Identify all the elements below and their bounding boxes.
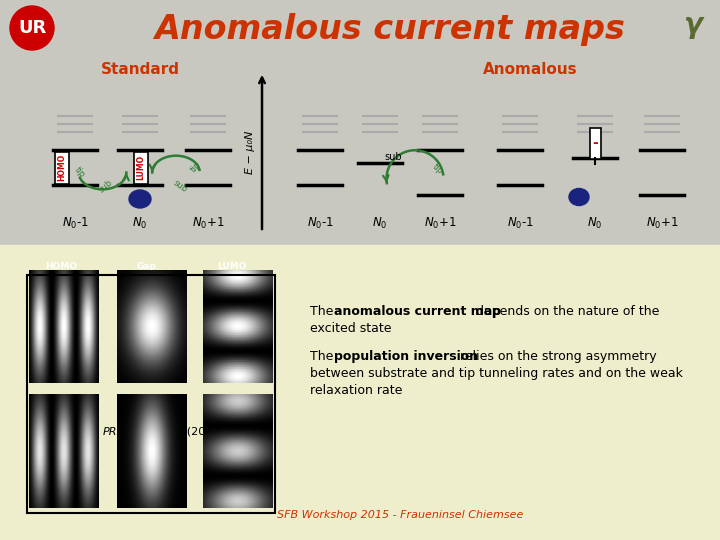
FancyBboxPatch shape — [590, 127, 600, 159]
Text: -: - — [592, 136, 598, 150]
Text: $N_0$: $N_0$ — [372, 215, 387, 231]
Text: Gap: Gap — [137, 262, 157, 271]
Text: between substrate and tip tunneling rates and on the weak: between substrate and tip tunneling rate… — [310, 367, 683, 380]
Text: $N_0$+1: $N_0$+1 — [423, 215, 456, 231]
Text: excited state: excited state — [310, 322, 392, 335]
Circle shape — [10, 6, 54, 50]
Text: Anomalous current maps: Anomalous current maps — [155, 14, 626, 46]
Ellipse shape — [129, 190, 151, 208]
Text: sub: sub — [384, 152, 402, 163]
Text: PRL: PRL — [103, 427, 124, 437]
Text: $N_0$+1: $N_0$+1 — [646, 215, 678, 231]
Text: E − μ₀N: E − μ₀N — [245, 130, 255, 174]
Bar — [27, 275, 274, 513]
Text: LUMO: LUMO — [217, 262, 247, 271]
FancyBboxPatch shape — [55, 152, 68, 184]
FancyBboxPatch shape — [133, 152, 148, 184]
Text: depends on the nature of the: depends on the nature of the — [472, 305, 660, 318]
Text: Anomalous: Anomalous — [482, 63, 577, 78]
Text: The: The — [310, 350, 338, 363]
Text: anomalous current map: anomalous current map — [334, 305, 501, 318]
Text: sub: sub — [96, 178, 114, 195]
Text: tip: tip — [73, 165, 87, 180]
Text: LUMO: LUMO — [137, 155, 145, 180]
Text: HOMO: HOMO — [45, 262, 78, 271]
Text: relies on the strong asymmetry: relies on the strong asymmetry — [456, 350, 657, 363]
Text: J.Repp et al.: J.Repp et al. — [30, 427, 100, 437]
Bar — [0, 245, 720, 540]
Text: The: The — [310, 305, 338, 318]
Text: $N_0$+1: $N_0$+1 — [192, 215, 225, 231]
Text: Standard: Standard — [101, 63, 179, 78]
Ellipse shape — [569, 188, 589, 206]
Text: UR: UR — [18, 19, 46, 37]
Text: SFB Workshop 2015 - Fraueninsel Chiemsee: SFB Workshop 2015 - Fraueninsel Chiemsee — [276, 510, 523, 520]
Text: population inversion: population inversion — [334, 350, 478, 363]
Text: γ: γ — [683, 11, 703, 39]
Text: 94: 94 — [121, 427, 137, 437]
Text: relaxation rate: relaxation rate — [310, 384, 402, 397]
Text: , 026803 (2005): , 026803 (2005) — [134, 427, 224, 437]
Text: tip: tip — [431, 162, 445, 176]
Text: HOMO: HOMO — [58, 154, 66, 181]
Bar — [0, 0, 720, 245]
Text: $N_0$-1: $N_0$-1 — [506, 215, 534, 231]
Text: tip: tip — [189, 159, 202, 173]
Text: $N_0$: $N_0$ — [588, 215, 603, 231]
Text: sub: sub — [171, 179, 189, 194]
Text: $N_0$: $N_0$ — [132, 215, 148, 231]
Text: $N_0$-1: $N_0$-1 — [61, 215, 89, 231]
Text: $N_0$-1: $N_0$-1 — [307, 215, 333, 231]
